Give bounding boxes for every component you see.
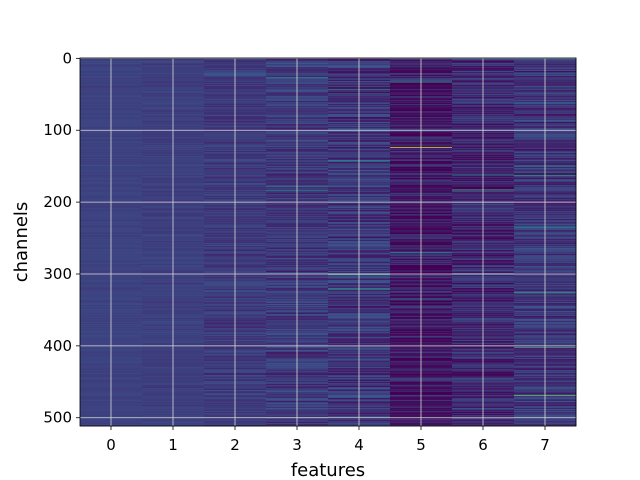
y-tick-label: 100 bbox=[43, 121, 72, 139]
y-tick-label: 200 bbox=[43, 193, 72, 211]
x-tick-label: 5 bbox=[416, 436, 426, 454]
grid-lines bbox=[80, 57, 576, 426]
y-axis: 0 100 200 300 400 500 bbox=[43, 49, 80, 427]
x-tick-label: 7 bbox=[540, 436, 550, 454]
x-axis: 0 1 2 3 4 5 6 7 bbox=[106, 426, 550, 454]
y-tick-label: 400 bbox=[43, 337, 72, 355]
y-axis-label: channels bbox=[11, 202, 32, 283]
x-tick-label: 1 bbox=[168, 436, 178, 454]
x-tick-label: 4 bbox=[354, 436, 364, 454]
y-tick-label: 500 bbox=[43, 409, 72, 427]
plot-frame bbox=[79, 57, 577, 427]
x-tick-label: 6 bbox=[478, 436, 488, 454]
y-tick-label: 300 bbox=[43, 265, 72, 283]
x-tick-label: 0 bbox=[106, 436, 116, 454]
x-tick-label: 2 bbox=[230, 436, 240, 454]
x-tick-label: 3 bbox=[292, 436, 302, 454]
y-tick-label: 0 bbox=[62, 49, 72, 67]
heatmap-cells bbox=[80, 58, 577, 427]
x-axis-label: features bbox=[291, 460, 365, 480]
